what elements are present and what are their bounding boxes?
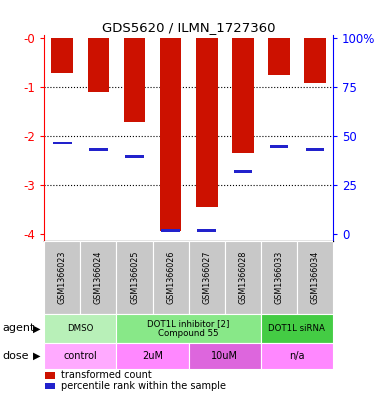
Text: GSM1366025: GSM1366025 — [130, 251, 139, 304]
Bar — [52, 38, 73, 73]
Bar — [297, 241, 333, 314]
Text: 10uM: 10uM — [211, 351, 238, 361]
Text: GSM1366026: GSM1366026 — [166, 251, 175, 304]
Bar — [44, 314, 116, 343]
Bar — [44, 343, 116, 369]
Bar — [261, 343, 333, 369]
Bar — [198, 229, 216, 231]
Text: agent: agent — [2, 323, 34, 333]
Bar — [304, 38, 326, 83]
Bar — [196, 38, 218, 207]
Bar — [189, 241, 225, 314]
Bar — [232, 38, 254, 153]
Bar — [53, 142, 72, 144]
Bar — [268, 38, 290, 75]
Title: GDS5620 / ILMN_1727360: GDS5620 / ILMN_1727360 — [102, 21, 275, 34]
Bar — [116, 241, 152, 314]
Bar — [161, 229, 180, 231]
Bar — [45, 383, 55, 389]
Bar — [80, 241, 116, 314]
Bar — [116, 314, 261, 343]
Text: dose: dose — [2, 351, 28, 361]
Text: GSM1366023: GSM1366023 — [58, 251, 67, 304]
Bar — [124, 38, 146, 122]
Bar — [261, 241, 297, 314]
Text: GSM1366034: GSM1366034 — [310, 251, 320, 304]
Text: ▶: ▶ — [33, 323, 40, 333]
Text: transformed count: transformed count — [60, 371, 151, 380]
Text: GSM1366024: GSM1366024 — [94, 251, 103, 304]
Bar — [270, 145, 288, 148]
Text: percentile rank within the sample: percentile rank within the sample — [60, 381, 226, 391]
Bar — [89, 148, 108, 151]
Bar — [189, 343, 261, 369]
Bar — [261, 314, 333, 343]
Bar — [88, 38, 109, 92]
Bar — [234, 170, 252, 173]
Text: 2uM: 2uM — [142, 351, 163, 361]
Text: control: control — [64, 351, 97, 361]
Text: GSM1366028: GSM1366028 — [238, 251, 247, 304]
Bar — [125, 155, 144, 158]
Bar — [116, 343, 189, 369]
Text: n/a: n/a — [289, 351, 305, 361]
Bar — [160, 38, 181, 231]
Text: DOT1L siRNA: DOT1L siRNA — [268, 324, 325, 333]
Bar — [45, 372, 55, 379]
Bar — [306, 148, 324, 151]
Text: DMSO: DMSO — [67, 324, 94, 333]
Bar — [44, 241, 80, 314]
Text: GSM1366033: GSM1366033 — [275, 251, 283, 304]
Bar — [225, 241, 261, 314]
Bar — [152, 241, 189, 314]
Text: ▶: ▶ — [33, 351, 40, 361]
Text: DOT1L inhibitor [2]
Compound 55: DOT1L inhibitor [2] Compound 55 — [147, 319, 230, 338]
Text: GSM1366027: GSM1366027 — [202, 251, 211, 304]
